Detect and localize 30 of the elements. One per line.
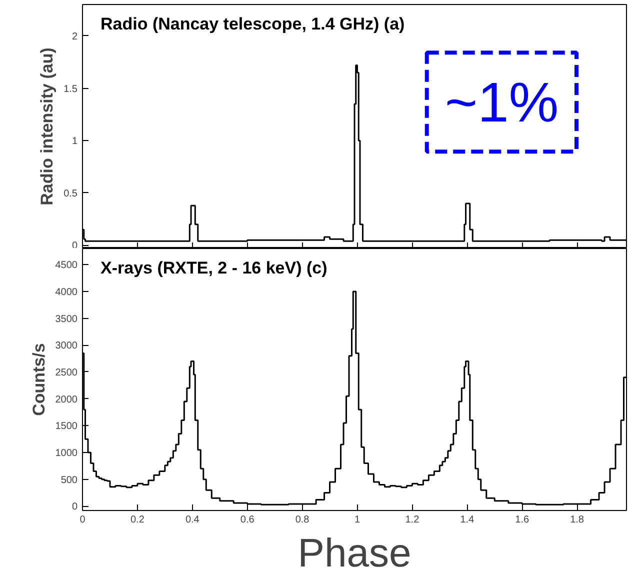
x-tick-label: 0.6 — [240, 514, 255, 526]
x-tick-label: 0 — [80, 514, 86, 526]
y-tick-label: 1500 — [55, 421, 78, 432]
y-tick-label: 1000 — [55, 448, 78, 460]
y-tick-label: 0.5 — [64, 188, 78, 200]
y-tick-label: 4000 — [55, 286, 78, 298]
y-tick-label: 4500 — [55, 260, 78, 272]
y-axis-title: Counts/s — [29, 343, 48, 416]
y-tick-label: 2500 — [55, 367, 78, 378]
x-tick-label: 1.4 — [460, 514, 475, 526]
text: Radio (Nancay telescope, 1.4 GHz) (a) — [100, 14, 405, 34]
x-tick-label: 0.2 — [130, 514, 145, 526]
y-tick-label: 1.5 — [64, 84, 78, 95]
y-tick-label: 3500 — [55, 314, 78, 325]
y-tick-label: 500 — [60, 474, 78, 486]
x-tick-label: 1.2 — [405, 514, 420, 526]
y-tick-label: 2000 — [55, 394, 78, 406]
x-axis-title: Phase — [298, 532, 412, 576]
x-tick-label: 0.4 — [185, 514, 200, 526]
y-tick-label: 2 — [72, 31, 78, 42]
y-tick-label: 0 — [72, 502, 78, 513]
x-tick-label: 1.8 — [570, 514, 584, 526]
text: X-rays (RXTE, 2 - 16 keV) (c) — [100, 258, 328, 278]
y-tick-label: 1 — [72, 136, 78, 148]
annotation: ~1% — [444, 70, 558, 134]
y-tick-label: 3000 — [55, 340, 78, 352]
x-tick-label: 1.6 — [515, 514, 530, 526]
y-axis-title: Radio intensity (au) — [38, 48, 57, 206]
x-tick-label: 1 — [354, 514, 360, 526]
x-tick-label: 0.8 — [295, 514, 310, 526]
